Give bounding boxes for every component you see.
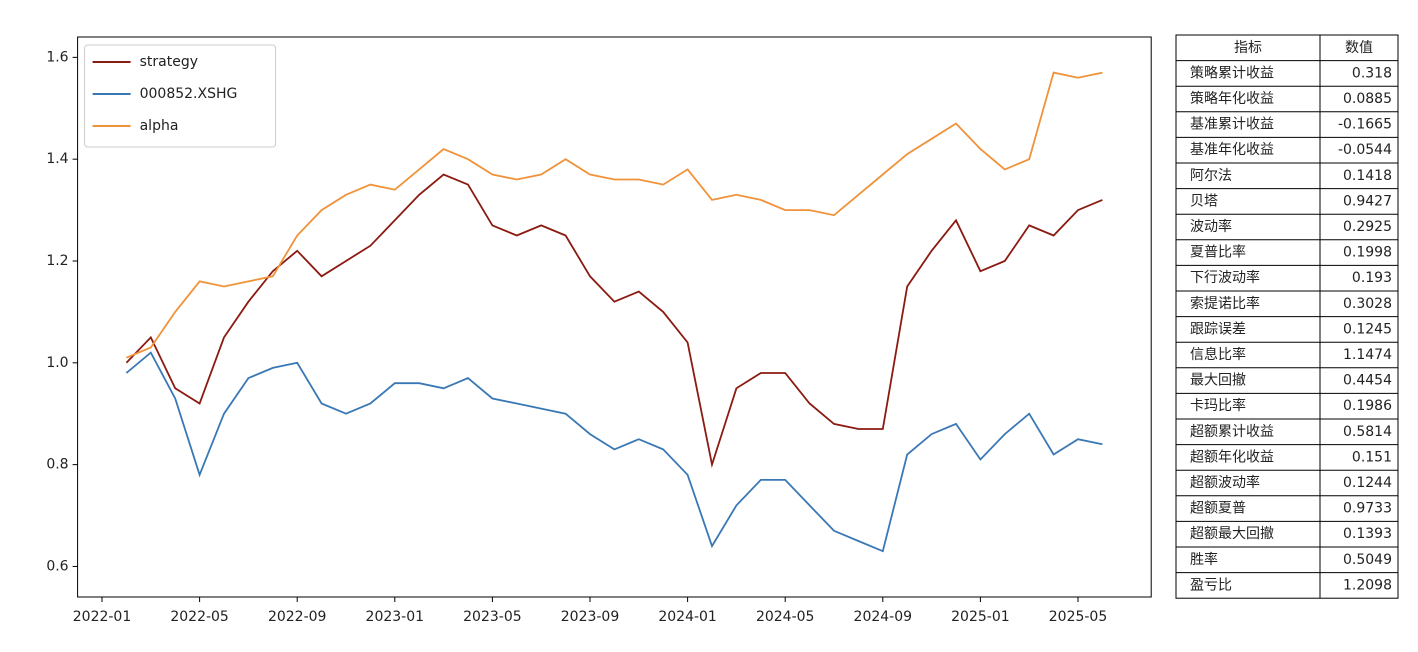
table-value: 0.4454 xyxy=(1343,373,1392,389)
legend-label: 000852.XSHG xyxy=(140,86,238,102)
table-metric: 超额累计收益 xyxy=(1190,424,1274,440)
table-metric: 超额年化收益 xyxy=(1190,449,1274,465)
table-value: 0.151 xyxy=(1352,449,1392,465)
x-tick-label: 2025-05 xyxy=(1049,609,1108,625)
table-metric: 策略年化收益 xyxy=(1190,90,1274,107)
table-value: 0.9427 xyxy=(1343,193,1392,209)
table-value: 0.2925 xyxy=(1343,219,1392,235)
x-tick-label: 2022-09 xyxy=(268,609,327,625)
table-metric: 胜率 xyxy=(1190,551,1218,568)
table-metric: 超额最大回撤 xyxy=(1190,526,1274,542)
y-tick-label: 1.6 xyxy=(46,49,68,65)
table-value: 0.1393 xyxy=(1343,526,1392,542)
table-value: -0.0544 xyxy=(1338,142,1392,158)
y-tick-label: 1.2 xyxy=(46,253,68,269)
series-line xyxy=(126,71,1103,359)
x-tick-label: 2024-09 xyxy=(854,609,913,625)
table-value: 0.1245 xyxy=(1343,321,1392,337)
table-metric: 夏普比率 xyxy=(1190,244,1246,261)
x-tick-label: 2023-01 xyxy=(366,609,425,625)
legend-label: alpha xyxy=(140,118,179,134)
y-tick-label: 1.4 xyxy=(46,151,68,167)
table-value: 0.1998 xyxy=(1343,245,1392,261)
table-value: 1.2098 xyxy=(1343,577,1392,593)
y-tick-label: 0.6 xyxy=(46,558,68,574)
legend-box xyxy=(84,44,277,148)
table-metric: 阿尔法 xyxy=(1190,168,1232,184)
y-tick-label: 1.0 xyxy=(46,355,68,371)
table-value: 0.9733 xyxy=(1343,501,1392,517)
table-value: 0.5814 xyxy=(1343,424,1392,440)
table-value: 0.0885 xyxy=(1343,91,1392,107)
table-value: 0.1986 xyxy=(1343,398,1392,414)
table-metric: 信息比率 xyxy=(1190,346,1246,363)
series-line xyxy=(125,351,1103,553)
x-tick-label: 2024-05 xyxy=(756,609,815,625)
table-metric: 最大回撤 xyxy=(1190,373,1246,389)
table-value: 1.1474 xyxy=(1343,347,1392,363)
table-metric: 贝塔 xyxy=(1190,193,1218,209)
table-metric: 超额夏普 xyxy=(1190,501,1246,517)
plot-frame xyxy=(77,36,1152,598)
x-tick-label: 2022-01 xyxy=(73,609,132,625)
x-tick-label: 2023-09 xyxy=(561,609,620,625)
table-value: 0.1418 xyxy=(1343,168,1392,184)
table-metric: 策略累计收益 xyxy=(1190,64,1274,81)
x-tick-label: 2022-05 xyxy=(170,609,229,625)
series-line xyxy=(125,173,1103,469)
table-metric: 超额波动率 xyxy=(1190,474,1260,491)
table-metric: 跟踪误差 xyxy=(1190,321,1246,337)
table-value: 0.5049 xyxy=(1343,552,1392,568)
y-tick-label: 0.8 xyxy=(46,457,68,473)
table-value: 0.1244 xyxy=(1343,475,1392,491)
table-value: 0.193 xyxy=(1352,270,1392,286)
table-value: 0.3028 xyxy=(1343,296,1392,312)
table-header: 数值 xyxy=(1345,40,1373,56)
table-metric: 盈亏比 xyxy=(1190,577,1232,593)
table-metric: 波动率 xyxy=(1190,218,1232,235)
table-metric: 基准年化收益 xyxy=(1190,141,1274,158)
table-header: 指标 xyxy=(1234,40,1262,56)
table-value: -0.1665 xyxy=(1338,117,1392,133)
table-metric: 索提诺比率 xyxy=(1190,295,1260,312)
x-tick-label: 2025-01 xyxy=(951,609,1010,625)
x-tick-label: 2024-01 xyxy=(658,609,717,625)
legend-label: strategy xyxy=(140,54,198,70)
table-metric: 卡玛比率 xyxy=(1190,397,1246,414)
table-metric: 下行波动率 xyxy=(1190,269,1260,286)
table-metric: 基准累计收益 xyxy=(1190,116,1274,133)
table-value: 0.318 xyxy=(1352,65,1392,81)
x-tick-label: 2023-05 xyxy=(463,609,522,625)
